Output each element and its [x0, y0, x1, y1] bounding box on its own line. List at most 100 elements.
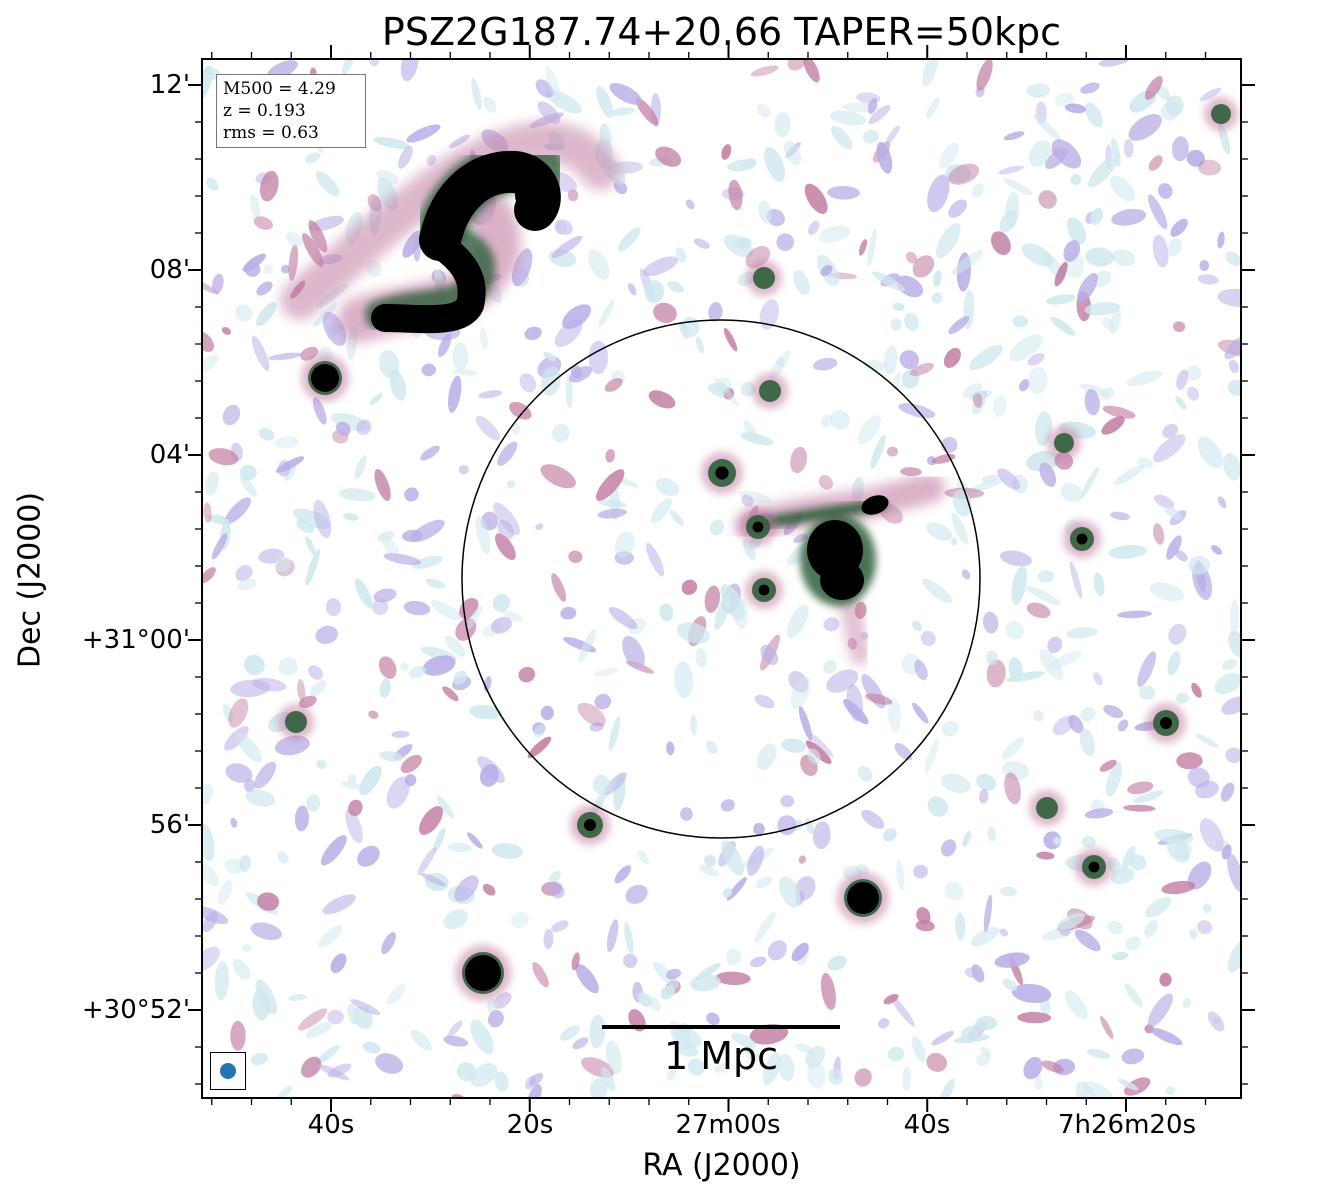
noise-blob [1105, 762, 1122, 797]
noise-blob [812, 821, 831, 850]
noise-blob [805, 1045, 826, 1068]
noise-blob [764, 146, 786, 182]
noise-blob [322, 894, 356, 915]
noise-blob [721, 840, 744, 876]
noise-blob [479, 764, 499, 787]
noise-blob [507, 480, 516, 489]
noise-blob [614, 865, 631, 884]
noise-blob [469, 704, 503, 720]
noise-blob [1107, 920, 1124, 935]
noise-blob [1186, 365, 1202, 381]
noise-blob [678, 320, 690, 339]
noise-blob [760, 644, 779, 666]
noise-blob [793, 269, 810, 295]
noise-blob [1165, 1086, 1176, 1095]
noise-blob [354, 455, 367, 480]
noise-blob [256, 302, 277, 327]
noise-blob [206, 177, 219, 191]
noise-blob [1167, 651, 1181, 676]
noise-blob [1035, 411, 1053, 446]
noise-blob [1075, 1081, 1097, 1098]
noise-blob [1033, 114, 1062, 142]
noise-blob [762, 1052, 781, 1086]
noise-blob [1082, 1081, 1113, 1098]
noise-blob [221, 326, 232, 335]
y-axis-label: Dec (J2000) [12, 491, 48, 669]
noise-blob [230, 1020, 246, 1051]
noise-blob [263, 264, 274, 275]
noise-blob [829, 110, 867, 126]
noise-blob [999, 928, 1009, 937]
noise-blob [790, 676, 811, 709]
noise-blob [325, 598, 342, 617]
noise-blob [940, 839, 957, 857]
noise-blob [807, 748, 821, 764]
noise-blob [865, 693, 893, 705]
emission-map [202, 59, 1241, 1098]
noise-blob [1225, 251, 1241, 266]
noise-blob [1195, 733, 1219, 748]
noise-blob [749, 1024, 789, 1045]
noise-blob [677, 1044, 699, 1057]
noise-blob [858, 239, 868, 256]
noise-blob [379, 751, 403, 762]
noise-blob [312, 397, 327, 425]
noise-blob [222, 404, 241, 426]
noise-blob [1197, 274, 1219, 285]
noise-blob [807, 1061, 826, 1089]
noise-blob [635, 97, 659, 126]
noise-blob [971, 183, 984, 198]
noise-blob [400, 59, 419, 82]
noise-blob [1101, 416, 1125, 435]
noise-blob [898, 403, 936, 419]
x-tick-label: 7h26m20s [1057, 1110, 1197, 1140]
noise-blob [1093, 672, 1103, 686]
noise-blob [378, 656, 397, 679]
noise-blob [983, 894, 993, 933]
noise-blob [882, 828, 897, 842]
info-box: M500 = 4.29 z = 0.193 rms = 0.63 [216, 74, 366, 148]
noise-blob [872, 271, 906, 292]
noise-blob [533, 724, 546, 738]
noise-blob [386, 984, 406, 1005]
noise-blob [862, 129, 879, 144]
noise-blob [509, 401, 532, 420]
noise-blob [1026, 83, 1051, 98]
noise-blob [251, 335, 270, 372]
noise-blob [971, 964, 985, 983]
noise-blob [614, 531, 635, 558]
noise-blob [756, 104, 771, 118]
noise-blob [222, 704, 234, 722]
noise-blob [798, 855, 806, 864]
noise-blob [274, 556, 291, 573]
noise-blob [812, 357, 838, 371]
noise-blob [781, 738, 807, 753]
noise-blob [532, 961, 549, 988]
noise-blob [1165, 95, 1184, 116]
noise-blob [316, 759, 327, 769]
noise-blob [252, 989, 271, 1021]
noise-blob [992, 395, 1007, 417]
noise-blob [497, 519, 515, 540]
noise-blob [214, 960, 229, 1001]
noise-blob [690, 714, 697, 736]
noise-blob [330, 953, 347, 974]
noise-blob [798, 705, 813, 741]
x-tick-label: 40s [903, 1110, 951, 1140]
noise-blob [356, 419, 372, 436]
noise-blob [759, 299, 780, 330]
noise-blob [452, 369, 478, 376]
noise-blob [951, 250, 984, 275]
noise-blob [243, 654, 266, 675]
noise-blob [931, 292, 943, 304]
noise-blob [827, 185, 860, 200]
noise-blob [695, 336, 705, 354]
noise-blob [738, 490, 772, 504]
noise-blob [1038, 190, 1057, 209]
noise-blob [254, 761, 277, 789]
noise-blob [1111, 208, 1147, 226]
noise-blob [1103, 704, 1124, 719]
noise-blob [535, 79, 554, 98]
beam-box [210, 1052, 246, 1090]
noise-blob [294, 805, 309, 832]
